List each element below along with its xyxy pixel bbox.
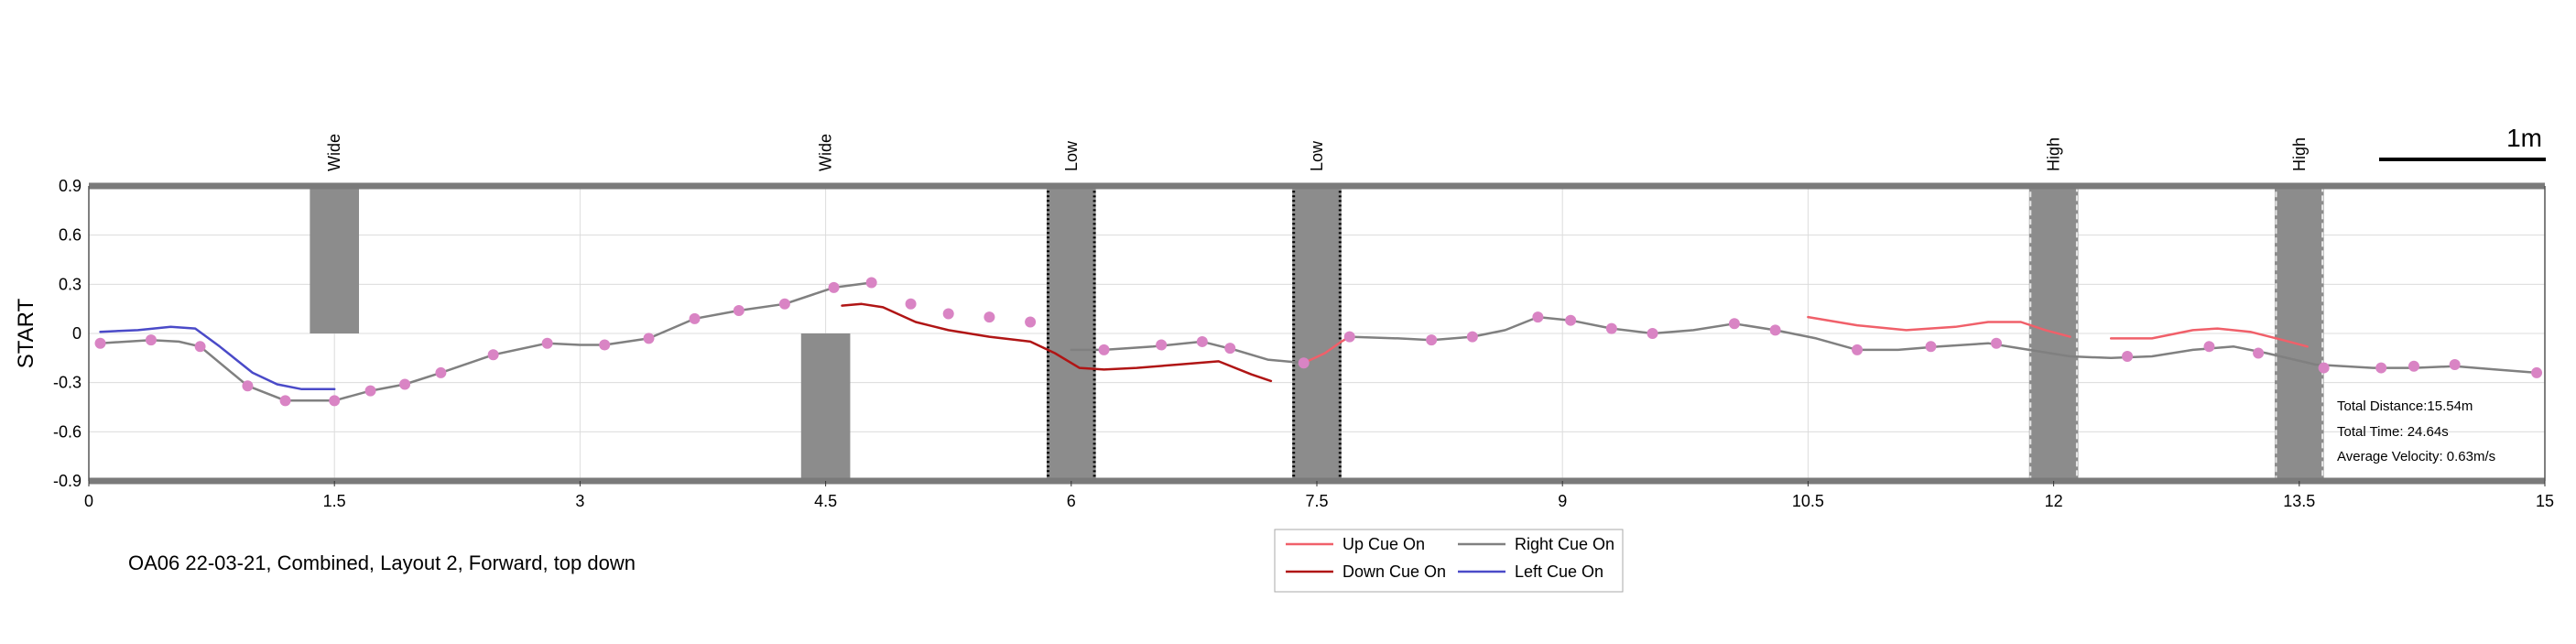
obstacle-3 [1292,186,1342,481]
footstep-marker [194,341,206,353]
footstep-marker [1098,344,1110,355]
footstep-marker [2449,358,2461,370]
y-axis-label: START [14,298,38,368]
footstep-marker [1224,343,1236,355]
footstep-marker [1532,311,1544,323]
footstep-marker [1925,341,1937,353]
footstep-marker [1426,334,1438,346]
scale-bar: 1m [2379,124,2546,161]
footstep-marker [435,366,447,378]
footstep-marker [541,337,553,349]
legend: Up Cue On Right Cue On Down Cue On Left Cue… [1274,529,1624,593]
stats-box: Total Distance:15.54m Total Time: 24.64s… [2337,398,2495,464]
footstep-marker [733,304,745,316]
axes: 0 1.5 3 4.5 6 7.5 9 10.5 12 13.5 15 0.9 0.6 0.3 0 -0.3 -… [53,177,2554,510]
legend-box [1274,529,1624,593]
x-tick-label: 1.5 [323,492,346,510]
series-line-2 [841,302,1273,383]
footstep-marker [279,395,291,407]
total-time: Total Time: 24.64s [2337,424,2449,440]
footstep-marker [599,339,611,351]
y-tick-label: 0.6 [59,226,82,245]
x-tick-label: 0 [84,492,93,510]
footstep-marker [1343,331,1355,343]
total-distance: Total Distance:15.54m [2337,398,2473,414]
legend-label-3: Left Cue On [1515,562,1603,581]
series-line-7 [2109,327,2309,348]
obstacle-label-3: Low [1308,140,1326,171]
chart-caption: OA06 22-03-21, Combined, Layout 2, Forwa… [128,551,636,574]
x-tick-label: 9 [1558,492,1567,510]
obstacle-1 [800,333,851,481]
x-tick-label: 7.5 [1305,492,1328,510]
obstacle-2 [1046,186,1096,481]
footstep-marker [94,337,106,349]
x-tick-label: 3 [575,492,584,510]
obstacle-0 [310,186,360,333]
footstep-marker [1647,328,1658,339]
y-tick-label: -0.6 [53,422,82,441]
scale-bar-label: 1m [2506,124,2542,152]
footstep-markers [94,277,2543,407]
footstep-marker [2253,347,2265,359]
footstep-marker [2318,362,2330,374]
footstep-marker [2203,341,2215,353]
footstep-marker [778,298,790,310]
obstacle-label-1: Wide [817,134,835,171]
footstep-marker [865,277,877,289]
footstep-marker [1769,324,1781,336]
footstep-marker [329,395,341,407]
footstep-marker [242,380,254,392]
obstacle-5 [2274,186,2324,481]
series-line-1 [99,281,873,402]
footstep-marker [2408,360,2419,372]
footstep-marker [2531,366,2543,378]
series-line-0 [99,325,336,391]
x-tick-label: 4.5 [814,492,837,510]
series-line-5 [1348,315,2538,375]
footstep-marker [364,385,376,397]
footstep-marker [2122,351,2134,363]
footstep-marker [1298,357,1310,369]
x-tick-label: 15 [2536,492,2554,510]
x-tick-label: 10.5 [1792,492,1824,510]
average-velocity: Average Velocity: 0.63m/s [2337,449,2495,464]
y-tick-label: 0 [72,324,82,343]
legend-label-2: Down Cue On [1342,562,1446,581]
footstep-marker [399,378,411,390]
footstep-marker [2375,362,2387,374]
footstep-marker [643,333,655,344]
footstep-marker [1852,344,1864,355]
footstep-marker [1728,318,1740,330]
footstep-marker [487,349,499,361]
footstep-marker [942,308,954,320]
footstep-marker [689,312,701,324]
series-line-6 [1807,315,2071,338]
x-tick-label: 13.5 [2283,492,2315,510]
y-tick-label: 0.9 [59,177,82,195]
obstacle-label-2: Low [1062,140,1081,171]
footstep-marker [984,311,995,323]
footstep-marker [1196,335,1208,347]
obstacle-label-4: High [2045,137,2063,171]
obstacle-label-0: Wide [325,134,343,171]
footstep-marker [1565,314,1577,326]
x-tick-label: 12 [2045,492,2063,510]
y-tick-label: -0.9 [53,472,82,490]
footstep-marker [1466,331,1478,343]
x-tick-label: 6 [1067,492,1076,510]
obstacle-label-5: High [2290,137,2309,171]
legend-label-1: Right Cue On [1515,535,1614,553]
y-tick-label: -0.3 [53,374,82,392]
footstep-marker [145,334,157,346]
legend-label-0: Up Cue On [1342,535,1425,553]
footstep-marker [828,281,840,293]
footstep-marker [1156,339,1168,351]
footstep-marker [905,298,917,310]
footstep-marker [1991,337,2003,349]
y-tick-label: 0.3 [59,275,82,293]
footstep-marker [1605,322,1617,334]
footstep-marker [1025,316,1037,328]
